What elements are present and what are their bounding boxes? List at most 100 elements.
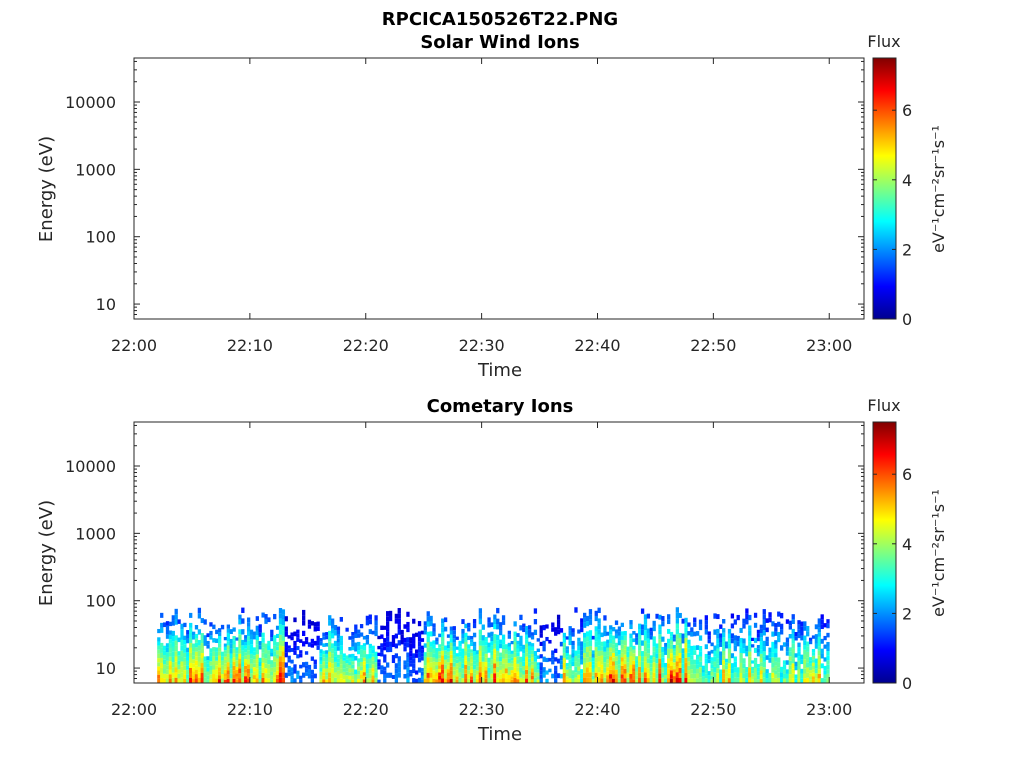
heatmap-cell <box>423 660 427 666</box>
heatmap-cell <box>432 627 436 632</box>
heatmap-cell <box>496 634 500 641</box>
heatmap-cell <box>753 667 758 673</box>
heatmap-cell <box>516 667 520 672</box>
heatmap-cell <box>530 672 535 676</box>
heatmap-cell <box>160 622 164 628</box>
heatmap-cell <box>160 652 164 658</box>
x-tick-label: 22:40 <box>574 336 620 355</box>
heatmap-cell <box>270 667 274 672</box>
x-tick-label: 22:50 <box>690 336 736 355</box>
heatmap-cell <box>684 617 688 623</box>
heatmap-cell <box>171 667 175 673</box>
heatmap-cell <box>632 668 636 672</box>
heatmap-cell <box>264 618 268 624</box>
heatmap-cell <box>675 661 680 667</box>
x-tick-label: 22:00 <box>111 336 157 355</box>
y-tick-label: 10 <box>96 659 116 678</box>
heatmap-cell <box>409 660 413 664</box>
heatmap-cell <box>591 635 595 640</box>
heatmap-cell <box>177 673 181 679</box>
heatmap-cell <box>672 655 677 659</box>
heatmap-cell <box>765 669 769 674</box>
heatmap-cell <box>371 645 375 650</box>
heatmap-cell <box>319 649 323 654</box>
heatmap-cell <box>768 672 772 678</box>
heatmap-cell <box>687 665 691 671</box>
heatmap-cell <box>820 678 824 683</box>
heatmap-cell <box>759 658 764 663</box>
heatmap-cell <box>580 678 584 683</box>
heatmap-cell <box>542 646 546 652</box>
heatmap-cell <box>467 648 471 653</box>
heatmap-cell <box>806 657 810 663</box>
heatmap-cell <box>507 670 511 675</box>
heatmap-cell <box>281 661 286 668</box>
heatmap-cell <box>672 648 677 652</box>
heatmap-cell <box>742 673 746 679</box>
heatmap-cell <box>716 653 720 659</box>
heatmap-cell <box>545 670 549 675</box>
heatmap-cell <box>823 644 827 649</box>
heatmap-cell <box>808 670 813 674</box>
heatmap-cell <box>426 662 430 668</box>
heatmap-cell <box>533 629 538 636</box>
heatmap-cell <box>238 678 242 683</box>
heatmap-cell <box>499 661 503 666</box>
heatmap-cell <box>672 672 677 677</box>
heatmap-cell <box>652 667 656 673</box>
heatmap-cell <box>168 634 173 640</box>
heatmap-cell <box>684 677 688 683</box>
heatmap-cell <box>313 622 317 627</box>
heatmap-cell <box>777 667 781 673</box>
heatmap-cell <box>820 663 824 669</box>
heatmap-cell <box>168 630 173 635</box>
heatmap-cell <box>246 678 251 683</box>
heatmap-cell <box>304 640 309 645</box>
heatmap-cell <box>614 633 619 639</box>
heatmap-cell <box>667 673 671 679</box>
heatmap-cell <box>530 661 535 665</box>
heatmap-cell <box>441 678 445 683</box>
heatmap-cell <box>446 669 451 673</box>
heatmap-cell <box>629 678 633 683</box>
heatmap-cell <box>359 645 364 650</box>
heatmap-cell <box>611 674 616 679</box>
heatmap-cell <box>762 672 766 678</box>
heatmap-cell <box>215 660 219 666</box>
heatmap-cell <box>455 676 459 680</box>
heatmap-cell <box>487 617 491 623</box>
heatmap-cell <box>551 627 555 632</box>
heatmap-cell <box>478 640 483 646</box>
heatmap-cell <box>220 651 225 657</box>
heatmap-cell <box>565 649 569 653</box>
heatmap-cell <box>270 633 274 638</box>
heatmap-cell <box>157 641 161 646</box>
heatmap-cell <box>733 661 737 668</box>
heatmap-cell <box>727 673 732 679</box>
heatmap-cell <box>197 613 202 619</box>
heatmap-cell <box>496 618 500 625</box>
heatmap-cell <box>351 657 355 662</box>
heatmap-cell <box>565 646 569 650</box>
heatmap-cell <box>756 644 761 649</box>
heatmap-cell <box>273 651 277 657</box>
heatmap-cell <box>814 634 819 639</box>
heatmap-cell <box>226 662 230 667</box>
heatmap-cell <box>278 608 283 614</box>
heatmap-cell <box>426 657 430 663</box>
heatmap-cell <box>762 656 766 662</box>
heatmap-cell <box>299 664 303 669</box>
heatmap-cell <box>174 635 178 641</box>
heatmap-cell <box>255 635 259 641</box>
heatmap-cell <box>354 633 358 639</box>
heatmap-cell <box>455 636 459 640</box>
heatmap-cell <box>209 656 213 662</box>
heatmap-cell <box>302 662 306 668</box>
heatmap-cell <box>464 673 468 679</box>
heatmap-cell <box>191 651 196 656</box>
heatmap-cell <box>273 677 277 683</box>
heatmap-cell <box>695 678 700 683</box>
heatmap-cell <box>530 650 535 654</box>
heatmap-cell <box>771 641 775 647</box>
heatmap-cell <box>464 678 468 683</box>
